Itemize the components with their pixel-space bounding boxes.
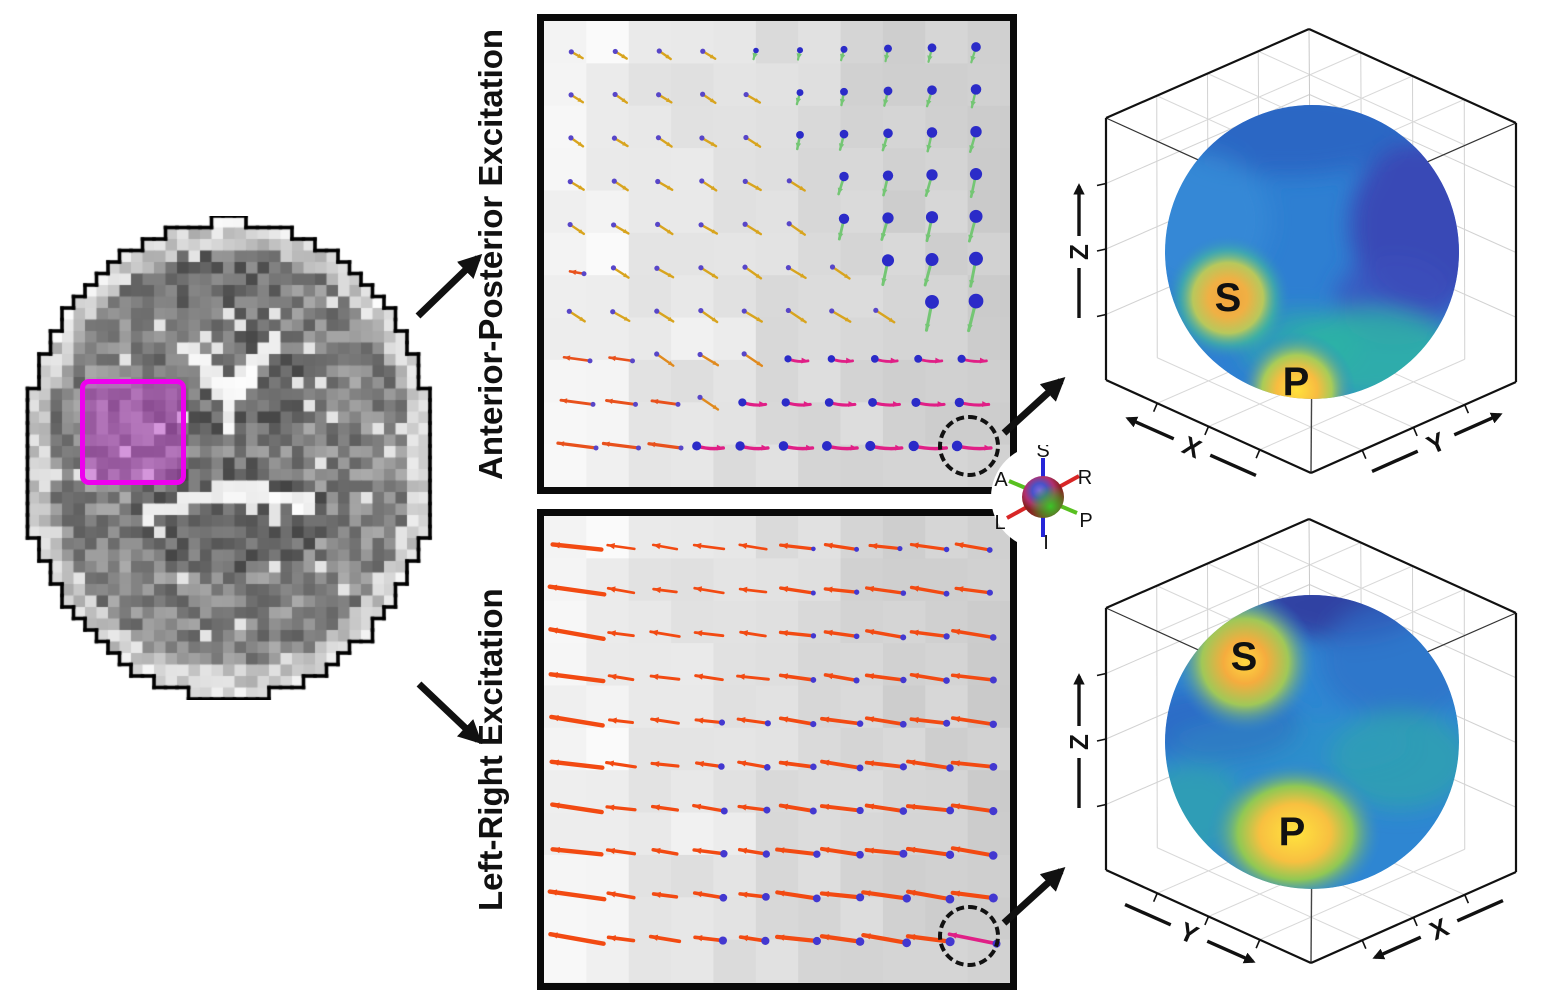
legend-label-s: S [1036, 445, 1049, 462]
legend-label-r: R [1078, 467, 1092, 489]
roi-box [80, 379, 186, 485]
quiver-panel-anterior-posterior [537, 14, 1017, 494]
panel-title-left-right: Left-Right Excitation [472, 588, 509, 911]
orientation-legend: S I A R L P [991, 440, 1095, 554]
axis-label-y-top: Y [1422, 426, 1450, 460]
legend-label-l: L [994, 512, 1005, 534]
hotspot-label-s-bottom: S [1231, 635, 1258, 679]
sphere-plot-bottom: S P [1165, 595, 1459, 889]
axis-label-y-bottom: Y [1175, 916, 1203, 950]
quiver-panel-left-right [537, 509, 1017, 990]
axes-box-bottom [1096, 517, 1518, 965]
legend-label-a: A [994, 469, 1008, 491]
axis-annotations-top: Z X Y [1064, 183, 1503, 478]
axis-line-right [1058, 474, 1080, 489]
hotspot-label-p-bottom: P [1279, 810, 1306, 854]
legend-label-i: I [1043, 532, 1049, 549]
sphere-plot-top: S P [1165, 105, 1459, 404]
axes-box-top [1096, 27, 1518, 475]
axis-label-z-top: Z [1064, 244, 1094, 260]
highlight-circle-lr [938, 905, 1000, 967]
highlight-circle-ap [938, 415, 1000, 477]
axis-label-x-bottom: X [1425, 912, 1454, 947]
axis-label-z-bottom: Z [1064, 734, 1094, 750]
hotspot-label-p-top: P [1283, 360, 1310, 404]
orientation-color-ball-green-layer [1022, 476, 1064, 518]
axis-line-left [1006, 505, 1028, 520]
hotspot-label-s-top: S [1215, 276, 1242, 320]
axis-label-x-top: X [1178, 430, 1207, 465]
panel-title-anterior-posterior: Anterior-Posterior Excitation [472, 28, 509, 480]
brain-mri-image [16, 216, 442, 700]
axis-annotations-bottom: Z Y X [1064, 673, 1504, 964]
legend-label-p: P [1079, 510, 1092, 532]
